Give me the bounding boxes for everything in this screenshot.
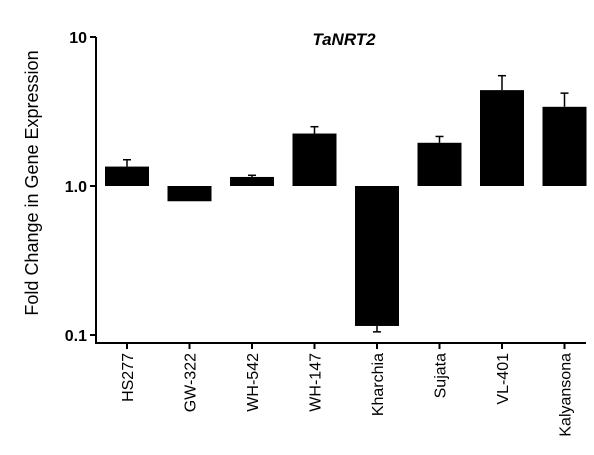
bar bbox=[230, 176, 274, 186]
bar bbox=[167, 186, 212, 202]
x-tick-label: Kharchia bbox=[370, 353, 387, 416]
bar bbox=[480, 90, 524, 186]
bar bbox=[292, 133, 337, 186]
y-tick-label: 0.1 bbox=[65, 328, 87, 345]
y-tick-label: 10 bbox=[69, 30, 87, 47]
y-tick-label: 1.0 bbox=[65, 179, 87, 196]
axes-layer bbox=[90, 36, 586, 349]
x-tick-label: GW-322 bbox=[183, 353, 200, 412]
tick-labels-layer: 10 1.0 0.1 HS277 GW-322 WH-542 WH-147 Kharchia S… bbox=[65, 30, 575, 437]
x-tick-label: Kalyansona bbox=[558, 353, 575, 437]
bar bbox=[417, 142, 462, 186]
x-tick-label: HS277 bbox=[120, 353, 137, 402]
bar bbox=[542, 106, 587, 186]
x-tick-label: WH-542 bbox=[245, 353, 262, 412]
x-tick-label: Sujata bbox=[433, 353, 450, 398]
error-bars-layer bbox=[123, 74, 569, 333]
y-axis-label: Fold Change in Gene Expression bbox=[22, 50, 42, 315]
x-tick-label: VL-401 bbox=[495, 353, 512, 405]
chart-title: TaNRT2 bbox=[312, 30, 376, 49]
bars-layer bbox=[105, 90, 587, 326]
bar bbox=[355, 186, 399, 326]
x-tick-label: WH-147 bbox=[308, 353, 325, 412]
bar bbox=[105, 166, 149, 186]
